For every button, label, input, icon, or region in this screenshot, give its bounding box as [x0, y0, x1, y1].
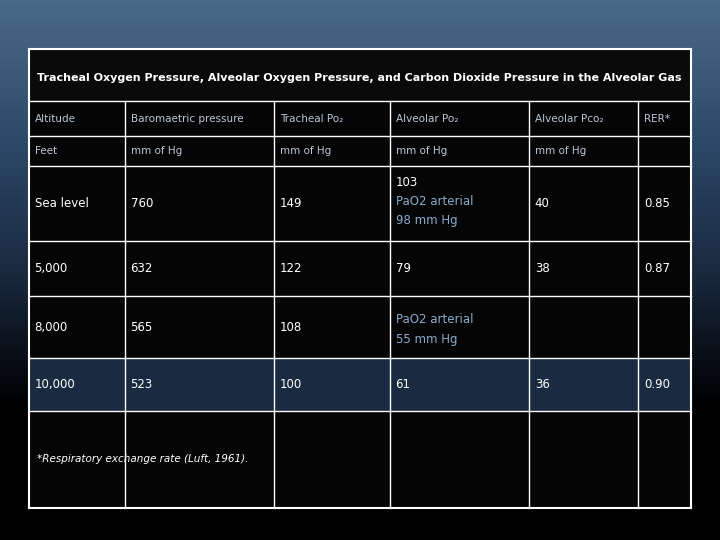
Text: Baromaetric pressure: Baromaetric pressure — [130, 113, 243, 124]
Text: 40: 40 — [535, 197, 549, 210]
Text: 565: 565 — [130, 321, 153, 334]
Text: 122: 122 — [279, 262, 302, 275]
Text: mm of Hg: mm of Hg — [130, 146, 182, 156]
Text: 98 mm Hg: 98 mm Hg — [395, 214, 457, 227]
Text: 10,000: 10,000 — [35, 379, 76, 392]
Text: PaO2 arterial: PaO2 arterial — [395, 313, 473, 326]
Text: 8,000: 8,000 — [35, 321, 68, 334]
Text: 55 mm Hg: 55 mm Hg — [395, 333, 457, 346]
Text: Sea level: Sea level — [35, 197, 89, 210]
Text: *Respiratory exchange rate (Luft, 1961).: *Respiratory exchange rate (Luft, 1961). — [37, 454, 249, 464]
Text: mm of Hg: mm of Hg — [395, 146, 447, 156]
Text: mm of Hg: mm of Hg — [279, 146, 331, 156]
Text: 108: 108 — [279, 321, 302, 334]
Text: RER*: RER* — [644, 113, 670, 124]
Text: 149: 149 — [279, 197, 302, 210]
Text: Alveolar Pco₂: Alveolar Pco₂ — [535, 113, 603, 124]
Text: 38: 38 — [535, 262, 549, 275]
Text: mm of Hg: mm of Hg — [535, 146, 586, 156]
Text: Feet: Feet — [35, 146, 57, 156]
Text: 0.87: 0.87 — [644, 262, 670, 275]
Text: 632: 632 — [130, 262, 153, 275]
Text: 103: 103 — [395, 176, 418, 189]
Text: Altitude: Altitude — [35, 113, 76, 124]
Text: PaO2 arterial: PaO2 arterial — [395, 195, 473, 208]
Text: 0.85: 0.85 — [644, 197, 670, 210]
Text: Tracheal Po₂: Tracheal Po₂ — [279, 113, 343, 124]
Text: Alveolar Po₂: Alveolar Po₂ — [395, 113, 458, 124]
Text: 79: 79 — [395, 262, 410, 275]
Text: Tracheal Oxygen Pressure, Alveolar Oxygen Pressure, and Carbon Dioxide Pressure : Tracheal Oxygen Pressure, Alveolar Oxyge… — [37, 73, 682, 83]
Text: 760: 760 — [130, 197, 153, 210]
Text: 5,000: 5,000 — [35, 262, 68, 275]
Text: 523: 523 — [130, 379, 153, 392]
Text: 61: 61 — [395, 379, 410, 392]
Text: 0.90: 0.90 — [644, 379, 670, 392]
Text: 36: 36 — [535, 379, 549, 392]
Text: 100: 100 — [279, 379, 302, 392]
